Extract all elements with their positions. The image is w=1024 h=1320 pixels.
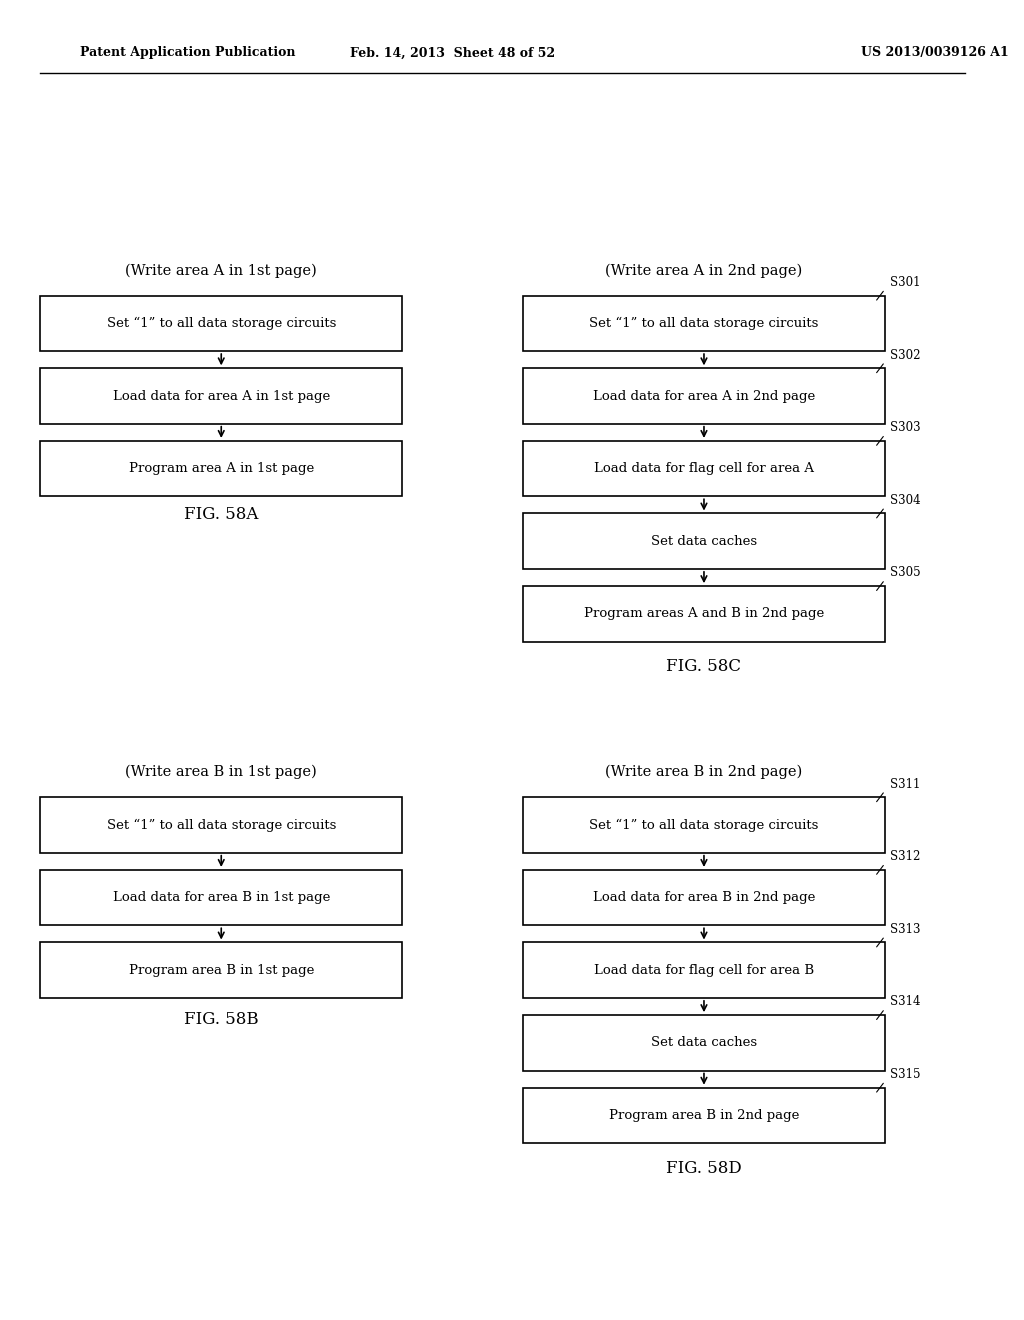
Text: Load data for flag cell for area A: Load data for flag cell for area A — [594, 462, 814, 475]
Text: Program area B in 1st page: Program area B in 1st page — [129, 964, 314, 977]
FancyBboxPatch shape — [523, 368, 885, 424]
Text: (Write area B in 2nd page): (Write area B in 2nd page) — [605, 766, 803, 779]
FancyBboxPatch shape — [40, 797, 402, 853]
Text: S303: S303 — [890, 421, 921, 434]
FancyBboxPatch shape — [523, 586, 885, 642]
Text: Feb. 14, 2013  Sheet 48 of 52: Feb. 14, 2013 Sheet 48 of 52 — [350, 46, 555, 59]
Text: S311: S311 — [890, 777, 921, 791]
FancyBboxPatch shape — [523, 1088, 885, 1143]
Text: (Write area B in 1st page): (Write area B in 1st page) — [125, 766, 317, 779]
Text: Load data for area A in 2nd page: Load data for area A in 2nd page — [593, 389, 815, 403]
FancyBboxPatch shape — [523, 296, 885, 351]
FancyBboxPatch shape — [523, 441, 885, 496]
Text: S315: S315 — [890, 1068, 921, 1081]
Text: S312: S312 — [890, 850, 921, 863]
Text: S313: S313 — [890, 923, 921, 936]
FancyBboxPatch shape — [40, 296, 402, 351]
Text: Program area B in 2nd page: Program area B in 2nd page — [609, 1109, 799, 1122]
Text: Program areas A and B in 2nd page: Program areas A and B in 2nd page — [584, 607, 824, 620]
Text: US 2013/0039126 A1: US 2013/0039126 A1 — [861, 46, 1010, 59]
Text: S314: S314 — [890, 995, 921, 1008]
Text: Load data for area B in 1st page: Load data for area B in 1st page — [113, 891, 330, 904]
FancyBboxPatch shape — [523, 797, 885, 853]
Text: Set “1” to all data storage circuits: Set “1” to all data storage circuits — [106, 317, 336, 330]
Text: Set data caches: Set data caches — [651, 1036, 757, 1049]
Text: S304: S304 — [890, 494, 921, 507]
Text: Patent Application Publication: Patent Application Publication — [81, 46, 296, 59]
Text: S302: S302 — [890, 348, 921, 362]
Text: Load data for area B in 2nd page: Load data for area B in 2nd page — [593, 891, 815, 904]
Text: S301: S301 — [890, 276, 921, 289]
Text: FIG. 58D: FIG. 58D — [666, 1160, 741, 1176]
Text: FIG. 58A: FIG. 58A — [184, 507, 258, 523]
Text: (Write area A in 2nd page): (Write area A in 2nd page) — [605, 264, 803, 277]
FancyBboxPatch shape — [523, 513, 885, 569]
FancyBboxPatch shape — [40, 870, 402, 925]
FancyBboxPatch shape — [523, 870, 885, 925]
Text: FIG. 58B: FIG. 58B — [184, 1011, 259, 1027]
FancyBboxPatch shape — [40, 368, 402, 424]
Text: Set data caches: Set data caches — [651, 535, 757, 548]
Text: Set “1” to all data storage circuits: Set “1” to all data storage circuits — [589, 317, 818, 330]
Text: FIG. 58C: FIG. 58C — [667, 659, 741, 675]
Text: S305: S305 — [890, 566, 921, 579]
Text: Set “1” to all data storage circuits: Set “1” to all data storage circuits — [589, 818, 818, 832]
Text: Program area A in 1st page: Program area A in 1st page — [129, 462, 314, 475]
FancyBboxPatch shape — [40, 441, 402, 496]
FancyBboxPatch shape — [523, 942, 885, 998]
Text: (Write area A in 1st page): (Write area A in 1st page) — [125, 264, 317, 277]
FancyBboxPatch shape — [40, 942, 402, 998]
Text: Load data for area A in 1st page: Load data for area A in 1st page — [113, 389, 330, 403]
Text: Set “1” to all data storage circuits: Set “1” to all data storage circuits — [106, 818, 336, 832]
Text: Load data for flag cell for area B: Load data for flag cell for area B — [594, 964, 814, 977]
FancyBboxPatch shape — [523, 1015, 885, 1071]
